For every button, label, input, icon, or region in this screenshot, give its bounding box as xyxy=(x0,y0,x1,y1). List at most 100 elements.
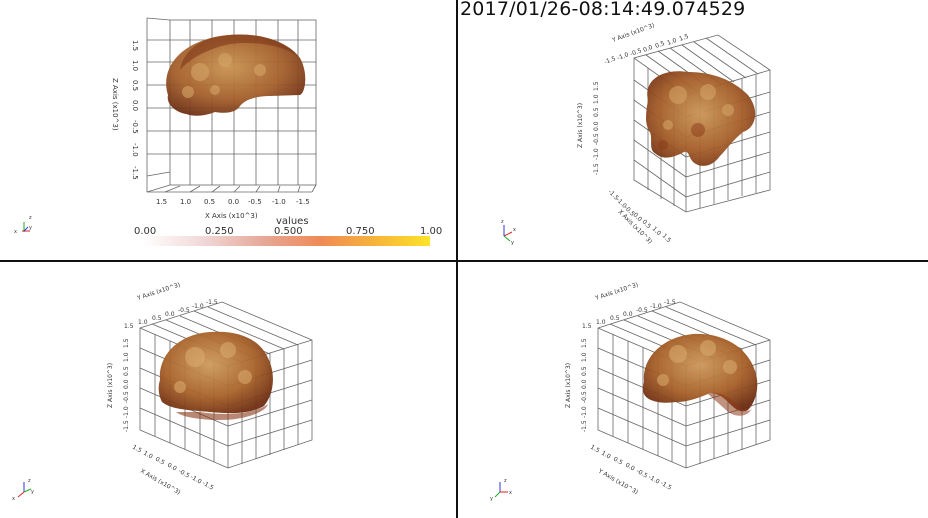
tick-label: 1.0 xyxy=(666,37,678,47)
tick-label: 1.0 xyxy=(123,352,130,362)
colorbar-tick: 0.250 xyxy=(205,226,234,237)
z-axis-ticks: -1.5 -1.0 -0.5 0.0 0.5 1.0 1.5 xyxy=(581,338,588,432)
timestamp-label: 2017/01/26-08:14:49.074529 xyxy=(460,0,746,20)
y-axis-ticks: 1.5 1.0 0.5 0.0 -0.5 -1.0 -1.5 xyxy=(582,299,676,330)
tick-label: 1.5 xyxy=(131,444,143,455)
viewport-divider-vertical[interactable] xyxy=(456,0,458,518)
axis-text: z xyxy=(29,215,32,221)
tick-label: -1.5 xyxy=(123,420,130,432)
tick-label: 0.5 xyxy=(641,218,653,230)
axis-text: y xyxy=(511,240,514,246)
tick-label: 1.0 xyxy=(600,450,612,461)
tick-label: 1.5 xyxy=(661,232,673,244)
axis-text: y xyxy=(490,496,493,502)
tick-label: -0.5 xyxy=(248,198,262,206)
volume-render xyxy=(158,331,273,414)
orientation-axes-icon: x z y xyxy=(14,215,32,235)
tick-label: 0.0 xyxy=(123,379,130,389)
tick-label: 1.5 xyxy=(593,81,600,91)
tick-label: -1.0 xyxy=(647,474,661,486)
z-axis-ticks: -1.5 -1.0 -0.5 0.0 0.5 1.0 1.5 xyxy=(123,338,130,432)
y-axis-ticks: -1.5 -1.0 -0.5 0.0 0.5 1.0 1.5 xyxy=(603,33,690,66)
tick-label: 0.5 xyxy=(593,107,600,117)
colorbar-tick: 0.00 xyxy=(134,226,157,237)
tick-label: 1.5 xyxy=(156,198,167,206)
tick-label: -1.0 xyxy=(593,148,600,160)
tick-label: 1.0 xyxy=(581,352,588,362)
tick-label: -0.5 xyxy=(593,133,600,145)
tick-label: 1.0 xyxy=(180,198,191,206)
tick-label: -1.5 xyxy=(659,480,673,492)
axis-text: x xyxy=(509,490,512,496)
z-axis-label: Z Axis (x10^3) xyxy=(577,103,584,148)
tick-label: 1.0 xyxy=(131,60,139,71)
tick-label: 0.5 xyxy=(123,366,130,376)
z-axis-ticks: 1.5 1.0 0.5 0.0 -0.5 -1.0 -1.5 xyxy=(131,40,139,180)
scene-canvas[interactable]: 1.5 1.0 0.5 0.0 -0.5 -1.0 -1.5 Z Axis (x… xyxy=(0,0,456,260)
axis-text: x xyxy=(513,227,516,233)
tick-label: -1.5 xyxy=(131,166,139,180)
tick-label: -1.0 xyxy=(131,143,139,157)
y-axis-label: Y Axis (x10^3) xyxy=(594,281,640,302)
tick-label: 0.5 xyxy=(610,315,620,322)
tick-label: 0.5 xyxy=(612,456,624,467)
tick-label: 0.0 xyxy=(624,462,636,473)
tick-label: -1.5 xyxy=(593,163,600,175)
tick-label: 0.5 xyxy=(581,366,588,376)
tick-label: 1.0 xyxy=(596,319,606,326)
scene-canvas[interactable]: 1.5 1.0 0.5 0.0 -0.5 -1.0 -1.5 Y Axis (x… xyxy=(0,262,456,518)
tick-label: -1.0 xyxy=(650,303,662,310)
tick-label: -1.0 xyxy=(581,406,588,418)
colorbar-gradient xyxy=(142,236,430,246)
axis-text: z xyxy=(504,478,507,484)
tick-label: -0.5 xyxy=(123,391,130,403)
orientation-axes-icon: z x y xyxy=(501,219,516,246)
x-axis-label: X Axis (x10^3) xyxy=(139,468,182,497)
tick-label: 1.5 xyxy=(124,323,134,330)
orientation-axes-icon: z x y xyxy=(490,478,512,502)
y-axis-label: Y Axis (x10^3) xyxy=(610,22,655,44)
x-axis-ticks: 1.5 1.0 0.5 0.0 -0.5 -1.0 -1.5 xyxy=(589,444,673,492)
tick-label: 1.0 xyxy=(651,225,663,237)
tick-label: -1.5 xyxy=(581,420,588,432)
tick-label: -0.5 xyxy=(581,391,588,403)
tick-label: -0.5 xyxy=(178,307,190,314)
tick-label: -1.0 xyxy=(192,303,204,310)
render-view-bottom-right[interactable]: 1.5 1.0 0.5 0.0 -0.5 -1.0 -1.5 Y Axis (x… xyxy=(458,262,928,518)
x-axis-ticks: 1.5 1.0 0.5 0.0 -0.5 -1.0 -1.5 xyxy=(156,198,310,206)
tick-label: 1.5 xyxy=(123,338,130,348)
axis-text: z xyxy=(501,219,504,225)
render-view-top-right[interactable]: -1.5 -1.0 -0.5 0.0 0.5 1.0 1.5 Y Axis (x… xyxy=(458,0,928,260)
tick-label: 1.5 xyxy=(131,40,139,51)
scene-canvas[interactable]: -1.5 -1.0 -0.5 0.0 0.5 1.0 1.5 Y Axis (x… xyxy=(458,0,928,260)
tick-label: 0.5 xyxy=(154,456,166,467)
tick-label: -1.0 xyxy=(123,406,130,418)
tick-label: -0.5 xyxy=(177,468,191,480)
axis-text: x xyxy=(12,496,15,502)
colorbar-tick: 0.500 xyxy=(274,226,303,237)
tick-label: 0.0 xyxy=(623,311,633,318)
y-axis-ticks: 1.5 1.0 0.5 0.0 -0.5 -1.0 -1.5 xyxy=(124,299,218,330)
scene-canvas[interactable]: 1.5 1.0 0.5 0.0 -0.5 -1.0 -1.5 Y Axis (x… xyxy=(458,262,928,518)
tick-label: 1.0 xyxy=(593,94,600,104)
z-axis-label: Z Axis (x10^3) xyxy=(565,363,572,408)
tick-label: -1.0 xyxy=(616,51,630,62)
colorbar-tick: 1.00 xyxy=(420,226,443,237)
tick-label: 1.5 xyxy=(582,323,592,330)
tick-label: 0.0 xyxy=(593,121,600,131)
render-view-bottom-left[interactable]: 1.5 1.0 0.5 0.0 -0.5 -1.0 -1.5 Y Axis (x… xyxy=(0,262,456,518)
tick-label: -1.5 xyxy=(296,198,310,206)
render-view-top-left[interactable]: 1.5 1.0 0.5 0.0 -0.5 -1.0 -1.5 Z Axis (x… xyxy=(0,0,456,260)
tick-label: 1.5 xyxy=(678,33,690,43)
tick-label: 0.5 xyxy=(204,198,215,206)
z-axis-label: Z Axis (x10^3) xyxy=(107,363,114,408)
tick-label: -1.5 xyxy=(201,480,215,492)
tick-label: -0.5 xyxy=(629,47,643,58)
tick-label: -0.5 xyxy=(635,468,649,480)
tick-label: -1.5 xyxy=(206,299,218,306)
tick-label: 0.5 xyxy=(654,40,666,50)
volume-render xyxy=(166,34,306,116)
tick-label: -0.5 xyxy=(636,307,648,314)
tick-label: 0.0 xyxy=(632,211,644,223)
viewport-divider-horizontal[interactable] xyxy=(0,260,928,262)
